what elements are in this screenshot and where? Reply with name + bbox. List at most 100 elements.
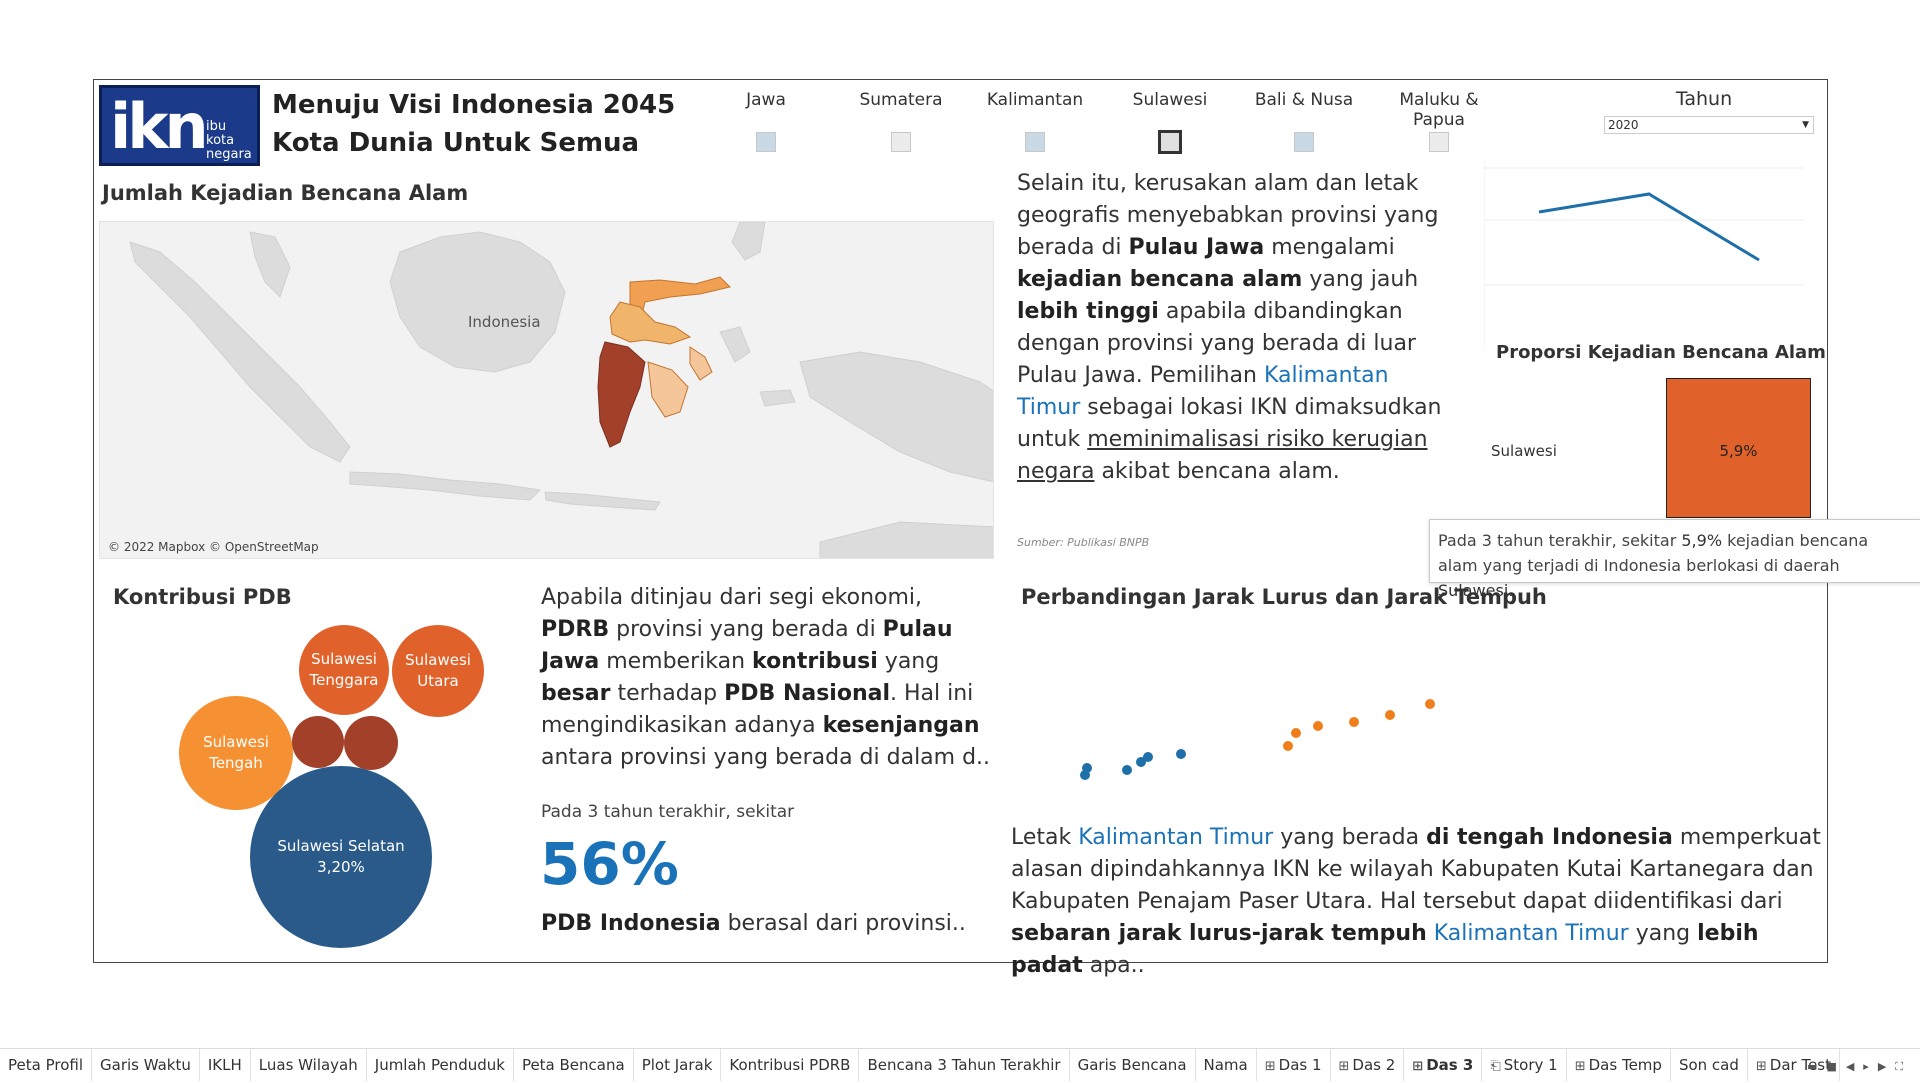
dashboard-icon: ⊞ [1755,1058,1767,1074]
tab-das-temp[interactable]: ⊞ Das Temp [1567,1048,1671,1081]
trend-line [1538,192,1760,262]
sumatra-land [129,241,351,463]
chevron-down-icon: ▼ [1802,120,1809,130]
tahun-dropdown[interactable]: 2020 ▼ [1604,116,1814,134]
pdb-bubble[interactable] [292,716,344,768]
tab-garis-waktu[interactable]: Garis Waktu [92,1048,200,1081]
filter-label-maluku-papua: Maluku & Papua [1399,90,1479,130]
filter-label-kalimantan: Kalimantan [986,90,1084,110]
tab-das-3[interactable]: ⊞ Das 3 [1404,1048,1483,1081]
scatter-point [1136,757,1146,767]
pdb-bubble[interactable]: Sulawesi Utara [392,625,484,717]
tab-son-cad[interactable]: Son cad [1671,1048,1748,1081]
link-kalimantan-timur[interactable]: Kalimantan Timur [1078,825,1274,850]
narrative-pdb: Apabila ditinjau dari segi ekonomi, PDRB… [541,585,991,770]
tab-peta-profil[interactable]: Peta Profil [0,1048,92,1081]
bubble-label: Sulawesi Tengah [203,733,269,772]
page-subtitle: Kota Dunia Untuk Semua [272,128,640,158]
map-country-label: Indonesia [468,313,541,331]
tab-story-1[interactable]: ⎗ Story 1 [1482,1048,1567,1081]
tab-luas-wilayah[interactable]: Luas Wilayah [251,1048,367,1081]
maluku-land [719,326,796,407]
filter-checkbox-kalimantan[interactable] [1025,132,1045,152]
pdb-bubble[interactable]: Sulawesi Selatan 3,20% [250,766,432,948]
story-icon: ⎗ [1490,1058,1501,1074]
filter-checkbox-sumatera[interactable] [891,132,911,152]
source-note: Sumber: Publikasi BNPB [1017,536,1150,549]
proporsi-category: Sulawesi [1491,442,1557,460]
nusa-land [544,491,661,511]
ikn-logo: ikn ibu kota negara [99,85,260,166]
scatter-point [1349,717,1359,727]
pdb-bubble[interactable]: Sulawesi Tengah [179,696,293,810]
disaster-map[interactable]: Indonesia © 2022 Mapbox © OpenStreetMap [99,221,994,559]
tab-iklh[interactable]: IKLH [200,1048,251,1081]
link-kalimantan-timur[interactable]: Kalimantan Timur [1017,363,1389,420]
link-kalimantan-timur[interactable]: Kalimantan Timur [1433,921,1629,946]
tab-plot-jarak[interactable]: Plot Jarak [634,1048,722,1081]
scatter-point [1176,749,1186,759]
bencana-trend-line-chart[interactable] [1484,160,1804,360]
sheet-tab-bar: Peta Profil Garis Waktu IKLH Luas Wilayah Ju… [0,1048,1920,1081]
filter-label-bali-nusa: Bali & Nusa [1254,90,1354,110]
malaya-land [249,231,291,298]
scatter-point [1313,721,1323,731]
page-title: Menuju Visi Indonesia 2045 [272,90,676,120]
tab-peta-bencana[interactable]: Peta Bencana [514,1048,634,1081]
map-credit: © 2022 Mapbox © OpenStreetMap [108,540,319,554]
pdb-stat-value: 56% [540,830,679,898]
tab-jumlah-penduduk[interactable]: Jumlah Penduduk [367,1048,514,1081]
filter-label-jawa: Jawa [746,90,786,110]
pdb-bubble[interactable]: Sulawesi Tenggara [299,625,389,715]
scatter-point [1385,710,1395,720]
scatter-point [1425,699,1435,709]
filter-checkbox-maluku-papua[interactable] [1429,132,1449,152]
filter-label-sulawesi: Sulawesi [1132,90,1208,110]
pdb-section-title: Kontribusi PDB [113,585,292,609]
filter-label-sumatera: Sumatera [859,90,943,110]
dashboard-icon: ⊞ [1264,1058,1276,1074]
tab-das-2[interactable]: ⊞ Das 2 [1331,1048,1405,1081]
scatter-point [1143,752,1153,762]
scatter-point [1291,728,1301,738]
bubble-label: Sulawesi Selatan [277,837,405,855]
dashboard: ikn ibu kota negara Menuju Visi Indonesi… [93,79,1920,978]
filter-checkbox-bali-nusa[interactable] [1294,132,1314,152]
sulawesi-selatan-region [597,341,646,448]
tab-dar-test[interactable]: ⊞ Dar Test [1748,1048,1840,1081]
papua-land [799,351,993,483]
bubble-value: 3,20% [317,858,365,876]
tab-garis-bencana[interactable]: Garis Bencana [1070,1048,1196,1081]
narrative-bencana: Selain itu, kerusakan alam dan letak geo… [1017,171,1442,484]
sulawesi-tengah-region [609,301,692,345]
scatter-point [1080,770,1090,780]
pdb-stat-caption: Pada 3 tahun terakhir, sekitar [541,802,795,822]
map-svg [129,222,993,558]
filter-checkbox-jawa[interactable] [756,132,776,152]
jarak-scatter-plot[interactable] [1054,660,1554,790]
pdb-bubble[interactable] [344,716,398,770]
proporsi-value: 5,9% [1719,442,1758,460]
scatter-point [1283,741,1293,751]
tab-kontribusi-pdrb[interactable]: Kontribusi PDRB [721,1048,860,1081]
tahun-label: Tahun [1675,88,1733,110]
australia-land [819,521,993,558]
dashboard-icon: ⊞ [1574,1058,1586,1074]
scatter-point [1122,765,1132,775]
bubble-label: Sulawesi Tenggara [309,650,379,689]
kalimantan-land [389,231,566,373]
tab-nama[interactable]: Nama [1196,1048,1257,1081]
sulawesi-tenggara-region [647,361,689,418]
tab-das-1[interactable]: ⊞ Das 1 [1257,1048,1331,1081]
narrative-jarak: Letak Kalimantan Timur yang berada di te… [1011,825,1821,978]
tab-navigation-controls[interactable]: ▬■◀▸▶⛶ [1807,1060,1912,1073]
sulawesi-barat-region [689,346,713,381]
dashboard-icon: ⊞ [1412,1058,1424,1074]
pdb-stat-text: PDB Indonesia berasal dari provinsi.. [541,911,966,936]
proporsi-title: Proporsi Kejadian Bencana Alam [1496,342,1826,363]
philippines-land [731,222,766,261]
tab-bencana-3-tahun-terakhir[interactable]: Bencana 3 Tahun Terakhir [859,1048,1070,1081]
jarak-section-title: Perbandingan Jarak Lurus dan Jarak Tempu… [1021,585,1547,609]
proporsi-bar[interactable] [1666,378,1811,518]
filter-checkbox-sulawesi[interactable] [1158,130,1182,154]
